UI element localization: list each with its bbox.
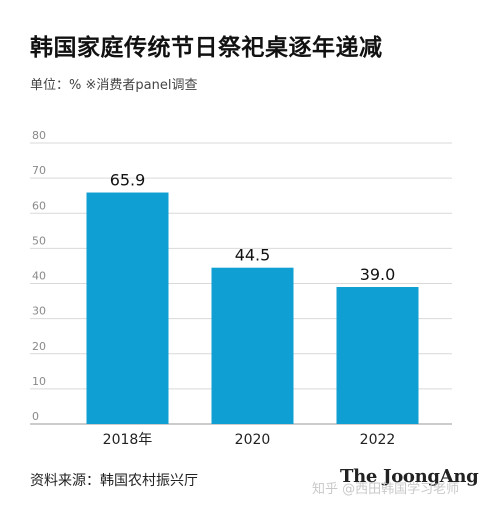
chart-subtitle: 单位：% ※消费者panel调查 (30, 78, 198, 93)
y-tick-label: 50 (32, 234, 46, 247)
bar-value-label: 65.9 (110, 171, 146, 190)
x-tick-label: 2018年 (103, 432, 153, 448)
y-tick-label: 20 (32, 340, 46, 353)
y-tick-label: 30 (32, 305, 46, 318)
brand-logo: The JoongAng (340, 466, 479, 487)
y-tick-label: 0 (32, 410, 39, 423)
y-tick-label: 80 (32, 129, 46, 142)
y-tick-label: 70 (32, 164, 46, 177)
y-tick-label: 40 (32, 270, 46, 283)
bar-value-label: 44.5 (235, 246, 271, 265)
bar (86, 192, 169, 424)
bar (211, 267, 294, 424)
x-tick-label: 2020 (235, 432, 271, 448)
bar (336, 287, 419, 424)
source-note: 资料来源：韩国农村振兴厅 (30, 473, 198, 489)
bar-value-label: 39.0 (360, 265, 396, 284)
y-tick-label: 10 (32, 375, 46, 388)
chart-title: 韩国家庭传统节日祭祀桌逐年递减 (30, 35, 383, 61)
bar-chart: 0 10 20 30 40 50 60 70 80 65.9 2018年 44.5 2020 39.0 20… (30, 129, 452, 448)
y-tick-label: 60 (32, 199, 46, 212)
x-tick-label: 2022 (360, 432, 396, 448)
